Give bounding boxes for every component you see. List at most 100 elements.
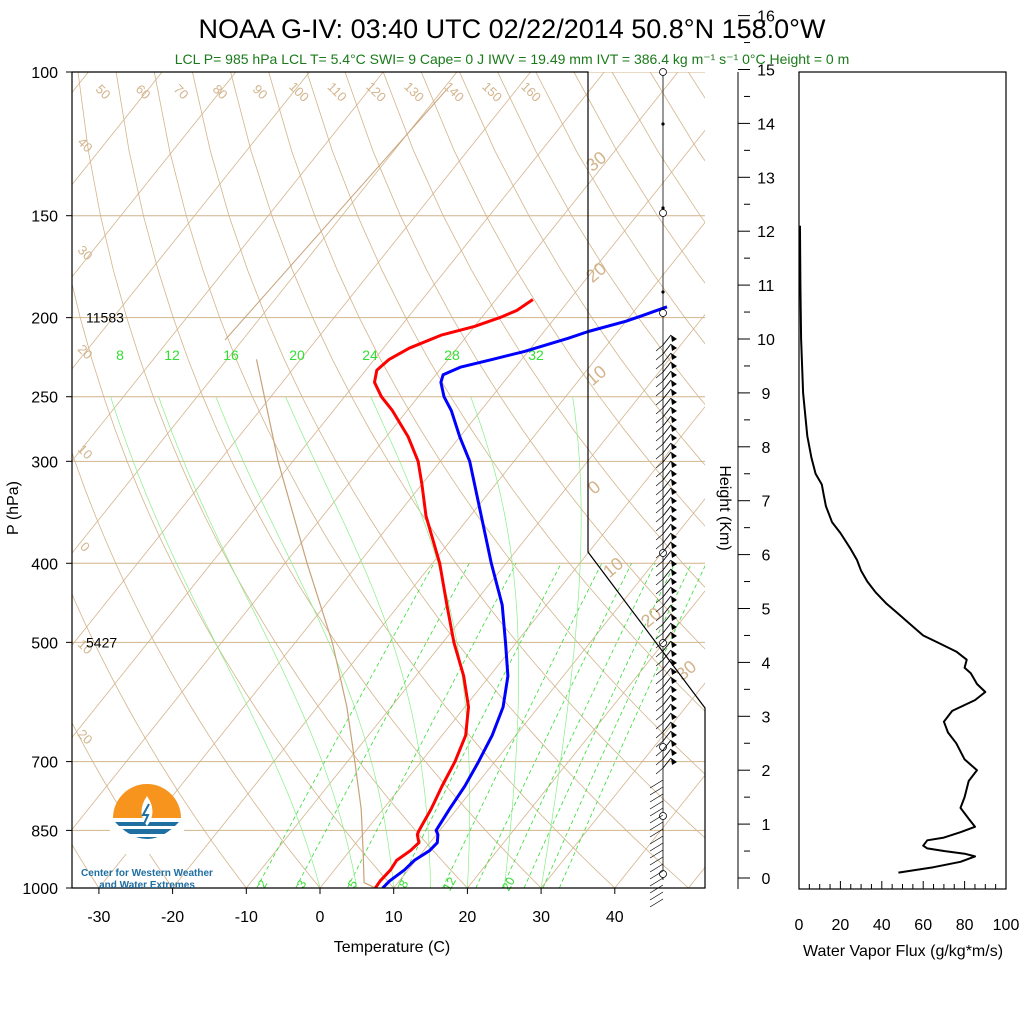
wind-barb-flag [671,749,677,756]
isotherm-line [245,313,705,888]
wind-barb-flag [671,353,677,360]
wind-barb-flag [671,758,677,765]
wind-barb-flag [671,515,677,522]
wind-barb [662,388,672,400]
x-tick-label: 0 [316,909,325,926]
height-tick-label: 11 [758,278,775,295]
wind-barb [662,370,672,382]
wind-barb [662,559,672,571]
dry-adiabat [687,72,705,99]
wind-dot [661,122,665,126]
x-tick-label: 30 [532,909,550,926]
wind-barb [662,478,672,490]
wind-barb [662,334,672,346]
wind-barb [655,434,664,442]
temperature-line [373,298,534,888]
wind-barb [655,668,664,676]
wind-barb [655,371,664,379]
mixing-ratio-line [347,563,517,888]
height-tick-label: 3 [762,709,771,726]
wind-barb [662,712,672,724]
y-tick-label: 200 [31,311,58,328]
flux-x-tick-label: 0 [795,917,804,934]
wind-barb-flag [671,569,677,576]
wind-barb [655,398,664,406]
height-tick-label: 4 [762,655,771,672]
dry-adiabat [77,72,468,888]
dry-adiabat [382,72,705,588]
wind-barb-flag [671,740,677,747]
wind-barb [662,352,672,364]
wind-barb [662,505,672,517]
isotherm-label-right: 10 [599,553,627,581]
y-axis-label: P (hPa) [5,481,22,535]
dry-adiabat [765,72,1024,905]
isotherm-line [467,590,705,888]
wind-barb [655,758,664,766]
wind-barb [649,842,664,852]
flux-x-tick-label: 20 [832,917,850,934]
dry-adiabat [72,451,321,888]
wind-barb [655,389,664,397]
wind-barb [662,532,672,544]
wind-barb [662,649,672,661]
wind-barb [655,551,664,559]
height-annotation: 11583 [86,310,124,326]
wind-barb [655,686,664,694]
isotherm-label-right: 0 [584,477,605,499]
wind-barb [655,740,664,748]
wind-barb [662,748,672,760]
isotherm-label-top: 110 [325,79,350,104]
dry-adiabat [459,72,705,466]
wind-barb [655,695,664,703]
isotherm-label-top: 90 [250,81,271,102]
wind-barb [655,425,664,433]
mixing-ratio-line [475,563,632,888]
isotherm-line [72,72,237,278]
wind-barb [649,821,664,831]
wind-barb [662,676,672,688]
wind-barb [662,667,672,679]
isotherm-line [72,72,679,831]
height-tick-label: 13 [757,170,775,187]
wind-barb-flag [671,650,677,657]
dry-adiabat [115,72,542,888]
mixing-ratio-label: 28 [444,347,460,363]
wind-barb [655,380,664,388]
wind-barb [649,828,664,838]
x-tick-label: -20 [161,909,184,926]
mixing-ratio-label: 8 [116,347,124,363]
wind-barb [662,514,672,526]
flux-x-tick-label: 80 [956,917,974,934]
y-tick-label: 300 [31,454,58,471]
wind-barb-flag [671,551,677,558]
wind-barb [655,560,664,568]
flux-x-tick-label: 100 [993,917,1020,934]
wind-barb [655,713,664,721]
isotherm-label-left: 40 [75,134,96,155]
wind-barb [649,891,664,901]
wind-dot [661,290,665,294]
moist-adiabat [110,396,321,888]
mixing-ratio-line [295,563,470,888]
wind-barb [655,416,664,424]
calm-wind-circle [659,639,667,647]
y-tick-label: 1000 [22,881,58,898]
wind-barb [662,451,672,463]
wind-barb [662,622,672,634]
mixing-ratio-line [397,563,562,888]
isotherm-label-top: 100 [286,79,312,105]
wind-barb [649,786,664,796]
wind-barb [662,640,672,652]
wind-barb [655,506,664,514]
wind-barb-flag [671,641,677,648]
wind-barb-flag [671,695,677,702]
wind-barb-flag [671,731,677,738]
x-tick-label: -10 [235,909,258,926]
flux-frame [798,71,1007,890]
isotherm-label-top: 150 [479,79,505,105]
y-tick-label: 150 [31,209,58,226]
flux-x-tick-label: 60 [914,917,932,934]
height-tick-label: 1 [762,817,771,834]
wind-barb [649,877,664,887]
